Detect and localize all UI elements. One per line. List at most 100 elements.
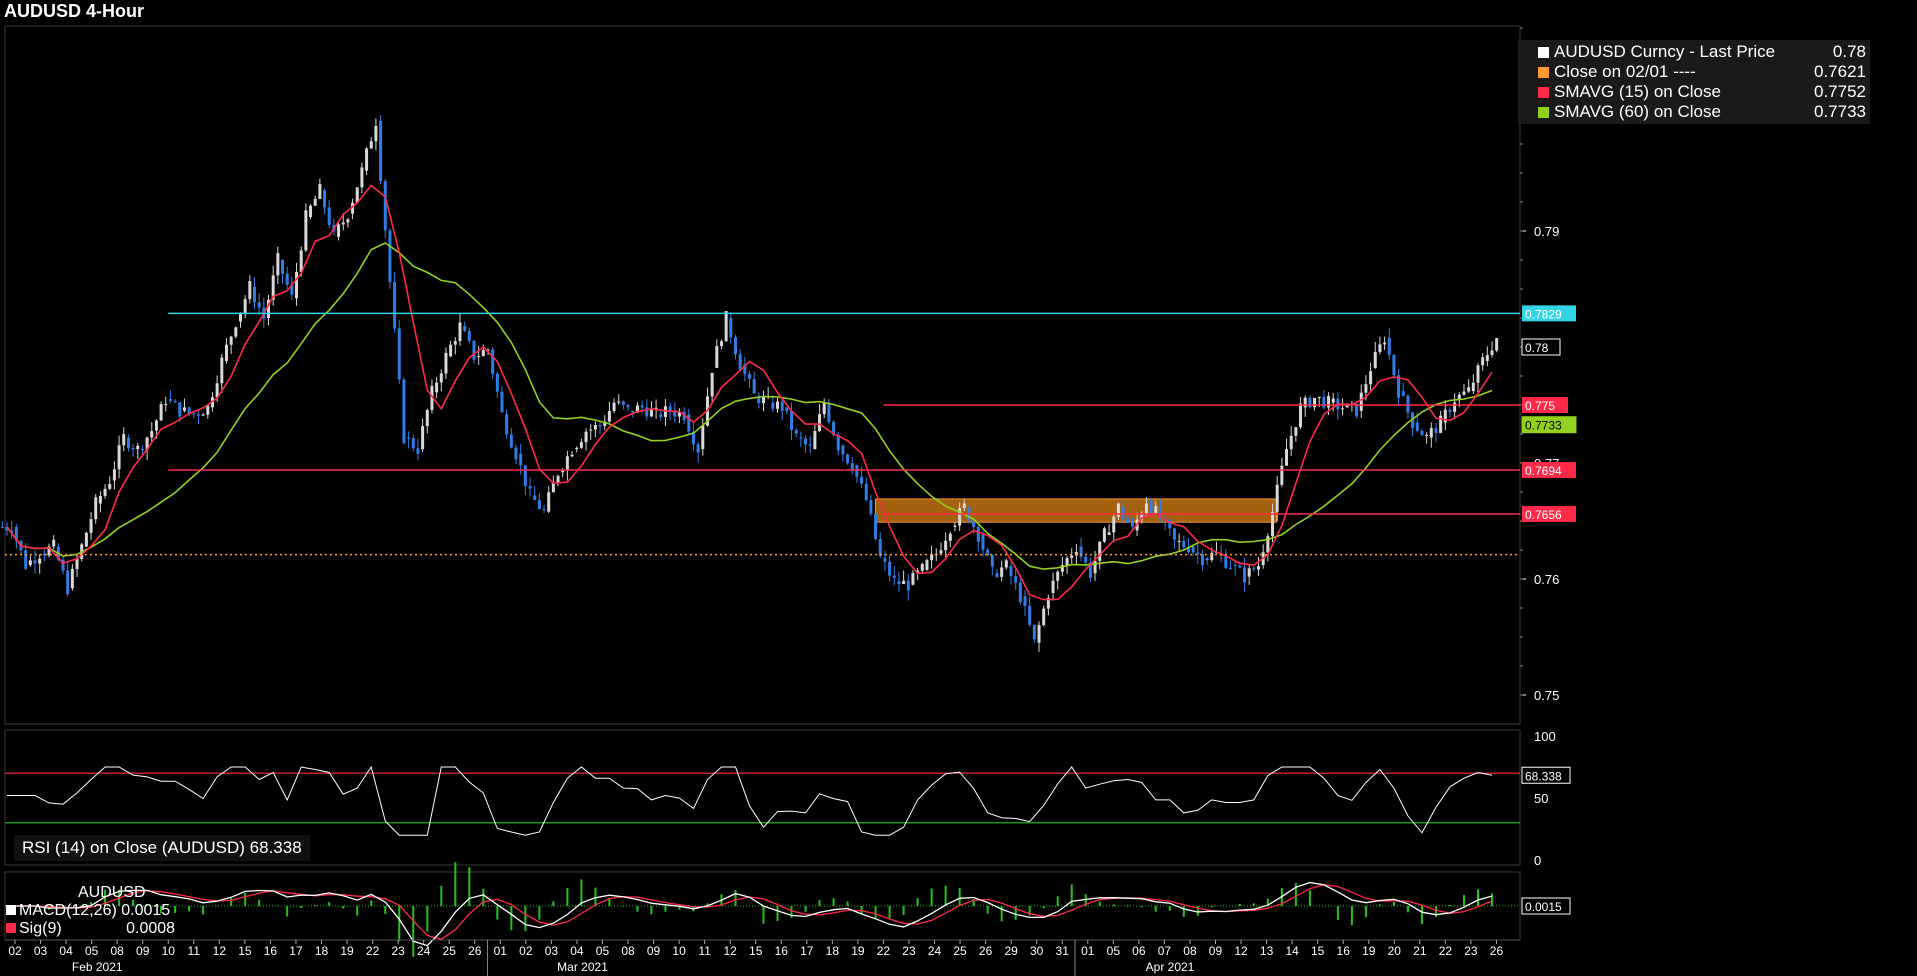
candle-down: [1200, 554, 1204, 565]
candle-up: [925, 560, 929, 570]
x-tick-label: 18: [315, 944, 329, 958]
candle-down: [1401, 391, 1405, 396]
candle-up: [701, 425, 705, 450]
candle-up: [1425, 434, 1429, 436]
candle-up: [136, 445, 140, 450]
candle-up: [276, 253, 280, 276]
candle-up: [635, 405, 639, 413]
legend-value: 0.7733: [1814, 102, 1866, 121]
candle-up: [1462, 391, 1466, 395]
candle-up: [939, 550, 943, 554]
x-tick-label: 15: [238, 944, 252, 958]
candle-down: [5, 526, 9, 531]
candle-up: [164, 404, 168, 406]
candle-up: [911, 573, 915, 585]
level-tag: [1522, 305, 1576, 322]
candle-down: [804, 438, 808, 445]
candle-down: [836, 434, 840, 451]
candle-down: [327, 207, 331, 226]
candle-up: [1042, 608, 1046, 626]
rsi-tick-label: 50: [1534, 791, 1548, 806]
level-tag-label: 0.7656: [1525, 508, 1562, 522]
candle-down: [757, 395, 761, 404]
candle-up: [89, 519, 93, 533]
candle-up: [304, 210, 308, 251]
candle-down: [748, 373, 751, 380]
candle-down: [981, 534, 985, 550]
macd-label-block: AUDUSD MACD(12,26) 0.0015 Sig(9) 0.0008: [6, 884, 175, 938]
x-tick-label: 09: [136, 944, 150, 958]
candle-up: [122, 434, 126, 446]
legend-value: 0.7752: [1814, 82, 1866, 101]
candle-down: [1406, 395, 1410, 413]
level-tag: [1522, 461, 1576, 478]
x-tick-label: 10: [162, 944, 176, 958]
candle-down: [771, 402, 775, 409]
candle-up: [220, 357, 224, 384]
x-tick-label: 23: [902, 944, 916, 958]
candle-down: [827, 402, 831, 422]
candle-up: [1285, 448, 1289, 466]
candle-up: [1439, 415, 1443, 433]
signal-value: 0.0008: [126, 920, 176, 937]
candle-up: [224, 344, 228, 361]
candle-down: [1233, 565, 1237, 567]
candle-down: [472, 340, 476, 360]
candle-down: [729, 318, 733, 338]
candle-up: [948, 533, 952, 541]
candle-down: [24, 550, 28, 569]
candle-down: [1420, 430, 1424, 436]
candle-up: [575, 447, 579, 450]
x-tick-label: 24: [928, 944, 942, 958]
x-tick-label: 10: [672, 944, 686, 958]
candle-up: [584, 431, 588, 443]
candle-up: [818, 414, 822, 432]
candle-up: [458, 322, 462, 342]
candle-down: [659, 414, 663, 417]
candle-down: [621, 401, 625, 405]
candle-down: [892, 575, 896, 578]
x-tick-label: 26: [979, 944, 993, 958]
candle-down: [1196, 552, 1200, 555]
candle-up: [103, 488, 107, 496]
candle-up: [243, 299, 247, 313]
candle-up: [570, 454, 574, 457]
candle-up: [1359, 392, 1363, 411]
candle-up: [565, 456, 569, 471]
candle-down: [495, 373, 499, 392]
candle-up: [234, 327, 238, 337]
candle-up: [1257, 566, 1261, 570]
legend-swatch: [1538, 46, 1549, 58]
x-tick-label: 12: [724, 944, 738, 958]
x-tick-label: 30: [1030, 944, 1044, 958]
candle-up: [1093, 560, 1097, 574]
candle-down: [192, 413, 196, 415]
candle-up: [355, 187, 359, 203]
x-tick-label: 23: [1464, 944, 1478, 958]
candle-down: [780, 401, 784, 411]
candle-up: [38, 558, 42, 564]
x-tick-label: 14: [1285, 944, 1299, 958]
candle-up: [309, 205, 313, 218]
x-tick-label: 31: [1056, 944, 1070, 958]
candle-down: [976, 527, 980, 542]
x-tick-label: 06: [1132, 944, 1146, 958]
candle-up: [710, 372, 714, 397]
candle-down: [196, 414, 200, 416]
legend-swatch: [1538, 66, 1549, 78]
x-tick-label: 25: [953, 944, 967, 958]
candle-up: [813, 431, 817, 450]
candle-up: [1102, 528, 1106, 542]
x-tick-label: 03: [34, 944, 48, 958]
candle-down: [491, 349, 495, 374]
candle-down: [878, 539, 882, 557]
legend-name: SMAVG (15) on Close: [1554, 82, 1721, 101]
candle-up: [425, 409, 429, 427]
candle-down: [1126, 517, 1130, 523]
candle-down: [738, 354, 742, 371]
candle-up: [617, 401, 621, 403]
candle-down: [1355, 403, 1359, 417]
candle-up: [1485, 355, 1489, 361]
candle-down: [1387, 337, 1391, 355]
candle-down: [1448, 409, 1452, 412]
